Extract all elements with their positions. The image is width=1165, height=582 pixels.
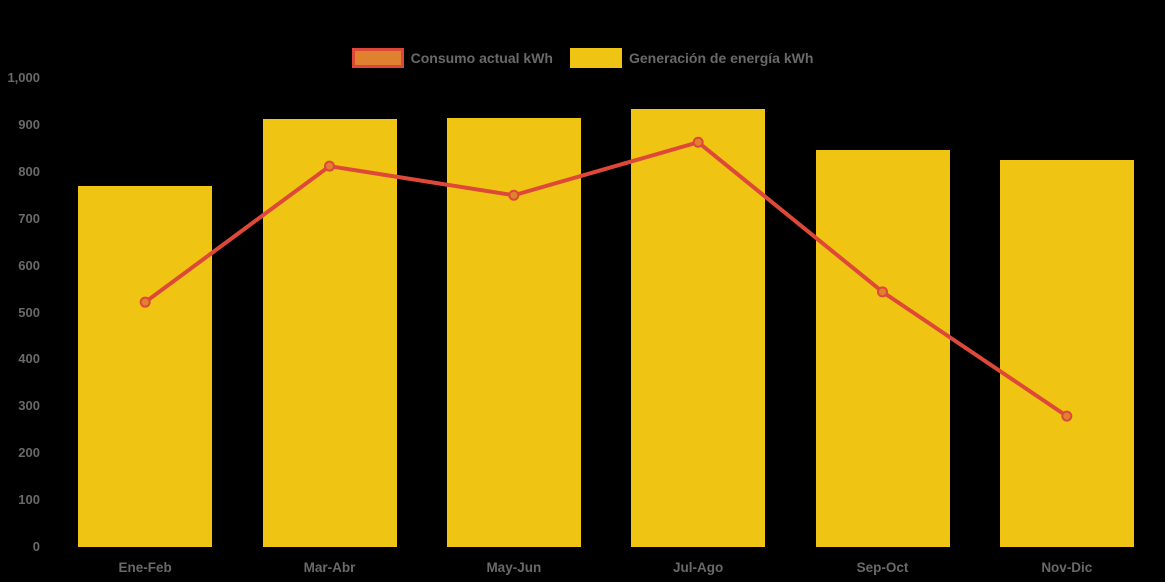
line-series-swatch-icon bbox=[351, 48, 404, 68]
bar-Ene-Feb bbox=[78, 185, 213, 547]
chart-legend: Consumo actual kWh Generación de energía… bbox=[0, 48, 1165, 68]
legend-item-generacion[interactable]: Generación de energía kWh bbox=[569, 48, 814, 68]
legend-label-consumo: Consumo actual kWh bbox=[410, 50, 553, 66]
data-point-marker-Sep-Oct bbox=[877, 286, 888, 298]
y-axis-tick-label: 1,000 bbox=[7, 70, 40, 85]
y-axis-tick-label: 200 bbox=[18, 445, 40, 461]
x-axis-category-label: May-Jun bbox=[486, 560, 542, 575]
legend-label-generacion: Generación de energía kWh bbox=[628, 50, 814, 66]
data-point-marker-Nov-Dic bbox=[1061, 410, 1073, 422]
y-axis-tick-label: 0 bbox=[32, 539, 40, 554]
y-axis-tick-label: 900 bbox=[18, 116, 40, 132]
y-axis-tick-label: 700 bbox=[18, 210, 40, 226]
bar-series-swatch-icon bbox=[569, 48, 622, 68]
consumo-line bbox=[143, 140, 1069, 419]
y-axis-tick-label: 500 bbox=[18, 304, 40, 320]
y-axis-tick-label: 300 bbox=[18, 398, 40, 414]
data-point-marker-May-Jun bbox=[508, 189, 520, 201]
legend-item-consumo[interactable]: Consumo actual kWh bbox=[351, 48, 553, 68]
y-axis-tick-label: 600 bbox=[18, 257, 40, 273]
x-axis-category-label: Jul-Ago bbox=[673, 560, 724, 575]
data-point-marker-Jul-Ago bbox=[692, 136, 704, 148]
x-axis-category-label: Mar-Abr bbox=[303, 560, 356, 575]
x-axis-category-label: Ene-Feb bbox=[118, 560, 172, 575]
y-axis-tick-label: 400 bbox=[18, 351, 40, 367]
data-point-marker-Mar-Abr bbox=[324, 160, 335, 172]
x-axis-category-label: Sep-Oct bbox=[856, 560, 909, 575]
y-axis-tick-label: 800 bbox=[18, 163, 40, 179]
y-axis-tick-label: 100 bbox=[18, 492, 40, 508]
bar-Jul-Ago bbox=[631, 108, 766, 547]
x-axis-category-label: Nov-Dic bbox=[1041, 560, 1093, 575]
bar-Sep-Oct bbox=[815, 150, 950, 547]
bar-Mar-Abr bbox=[262, 119, 397, 547]
bar-Nov-Dic bbox=[999, 160, 1134, 547]
data-point-marker-Ene-Feb bbox=[139, 296, 151, 308]
